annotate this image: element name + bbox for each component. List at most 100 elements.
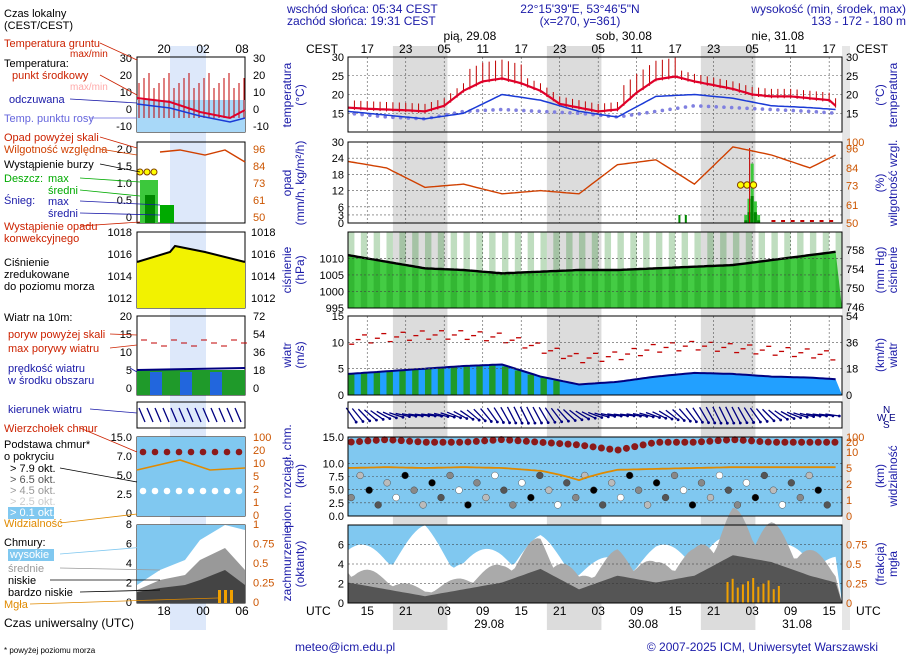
mini-pressure-area — [137, 246, 245, 308]
pressure-tick-right: 750 — [846, 283, 864, 295]
copyright-label: © 2007-2025 ICM, Uniwersytet Warszawski — [646, 640, 878, 654]
fog-bar — [767, 580, 770, 603]
wind-direction-arrow — [755, 408, 768, 422]
cloud-top-dot — [372, 436, 380, 444]
top-time-tick: 17 — [361, 42, 375, 56]
axis-title-wind-left-line: (m/s) — [293, 341, 307, 368]
legend-snow-max: max — [48, 196, 69, 208]
wind-direction-arrow — [480, 408, 492, 422]
mini-storm-marker — [150, 168, 158, 176]
wind-direction-arrow — [414, 413, 429, 417]
wind-direction-arrow — [652, 411, 667, 419]
pressure-stripe — [707, 232, 714, 308]
mini-snow — [160, 205, 174, 223]
fog-tick-right: 0 — [846, 598, 852, 610]
wind-direction-arrow — [749, 407, 761, 423]
fog-tick-right: 0.75 — [846, 540, 867, 552]
legend-okt65: > 6.5 okt. — [10, 474, 56, 486]
cloud-top-dot — [723, 436, 731, 444]
wind-direction-head — [745, 421, 749, 425]
mini-wind-stripe — [180, 372, 192, 395]
cloud-base-dot — [635, 486, 643, 494]
mini-temp-tick-right: 10 — [253, 87, 265, 99]
axis-title-temp-right-line: temperatura — [886, 62, 900, 127]
wind-direction-head — [354, 420, 358, 424]
dew-point-dot — [506, 108, 511, 112]
legend-precip-above: Opad powyżej skali — [4, 132, 99, 144]
legend-okt01: > 0.1 okt. — [10, 507, 56, 519]
legend-snow: Śnieg: — [4, 194, 35, 207]
wind-direction-head — [719, 421, 723, 425]
mini-temp-tick-left: 0 — [126, 104, 132, 116]
fog-bar — [757, 586, 760, 603]
mini-humidity-tick: 84 — [253, 161, 265, 173]
cest-label-left: CEST — [306, 42, 339, 56]
legend-pressure: do poziomu morza — [4, 281, 95, 293]
mini-wind-tick-right: 18 — [253, 365, 265, 377]
mini-wind-tick-left: 0 — [126, 383, 132, 395]
axis-title-cloud-right-line: widzialność — [886, 445, 900, 507]
mini-humidity-tick: 61 — [253, 195, 265, 207]
precip-tick-left: 6 — [338, 202, 344, 214]
legend-low: niskie — [8, 575, 36, 587]
mini-cloud-base-dot — [151, 487, 159, 495]
wind-direction-head — [465, 417, 469, 420]
axis-title-wind-left: wiatr (m/s) — [280, 341, 307, 368]
wind-direction-arrow — [685, 407, 697, 423]
wind-direction-head — [471, 417, 475, 421]
dew-point-dot — [514, 108, 518, 112]
legend-temperature: Temperatura: — [4, 58, 69, 70]
top-time-tick: 17 — [515, 42, 529, 56]
mini-fog-tick-right: 0.5 — [253, 558, 268, 570]
wind-direction-head — [759, 420, 762, 424]
dew-point-dot — [568, 111, 572, 115]
cloud-top-dot — [781, 438, 789, 446]
dew-point-dot — [752, 106, 757, 111]
cloud-base-dot — [617, 493, 625, 502]
axis-title-wind-left-line: wiatr — [280, 342, 294, 368]
mini-humidity-tick: 50 — [253, 212, 265, 224]
bottom-time-tick: 03 — [592, 604, 606, 618]
mini-top-tick: 08 — [235, 42, 249, 56]
axis-title-precip-left: opad (mm/h, kg/m²/h) — [280, 141, 307, 226]
legend-wind10: Wiatr na 10m: — [4, 312, 72, 324]
bottom-time-tick: 03 — [746, 604, 760, 618]
mini-press-tick-right: 1012 — [251, 293, 275, 305]
wind-direction-head — [765, 420, 769, 423]
wind-direction-head — [713, 421, 717, 425]
mini-wind-tick-left: 20 — [120, 311, 132, 323]
cloud-base-dot — [491, 471, 499, 480]
pressure-stripe — [373, 232, 381, 308]
cloud-base-dot — [383, 479, 391, 487]
mini-wind-arrow — [218, 407, 226, 423]
cover-tick-left: 6 — [338, 540, 344, 552]
pressure-stripe — [745, 232, 753, 308]
bottom-date: 30.08 — [628, 617, 658, 631]
mini-wind-arrow — [194, 407, 202, 423]
cloud-top-dot — [506, 436, 514, 444]
rain-mean-bar — [744, 220, 748, 223]
cloud-top-dot — [497, 436, 505, 444]
cloud-base-dot — [590, 486, 598, 494]
wind-direction-arrow — [513, 406, 523, 424]
email-link[interactable]: meteo@icm.edu.pl — [295, 640, 396, 654]
wind-direction-arrow — [658, 410, 673, 420]
pressure-tick-right: 754 — [846, 264, 864, 276]
mini-cloud-base-dot — [223, 487, 231, 495]
axis-title-precip-right: (%) wilgotność wzgl. — [873, 140, 900, 228]
wind-direction-arrow — [731, 406, 741, 424]
mini-wind-tick-right: 36 — [253, 347, 265, 359]
wind-direction-arrow — [645, 411, 660, 419]
legend-connector — [129, 367, 138, 373]
wind-direction-head — [772, 419, 776, 423]
legend-rain: Deszcz: — [4, 173, 43, 185]
pressure-stripe — [797, 232, 804, 308]
wind-speed-line — [347, 363, 836, 386]
cloud-base-dot — [608, 479, 616, 487]
edge-band — [842, 46, 850, 630]
legend-gust-max: max porywy wiatru — [8, 343, 99, 355]
axis-title-temp-right-line: (°C) — [873, 84, 887, 105]
axis-title-cloud-right: (km) widzialność — [873, 445, 900, 507]
axis-title-temp-left: temperatura (°C) — [280, 62, 307, 127]
top-time-tick: 17 — [822, 42, 836, 56]
